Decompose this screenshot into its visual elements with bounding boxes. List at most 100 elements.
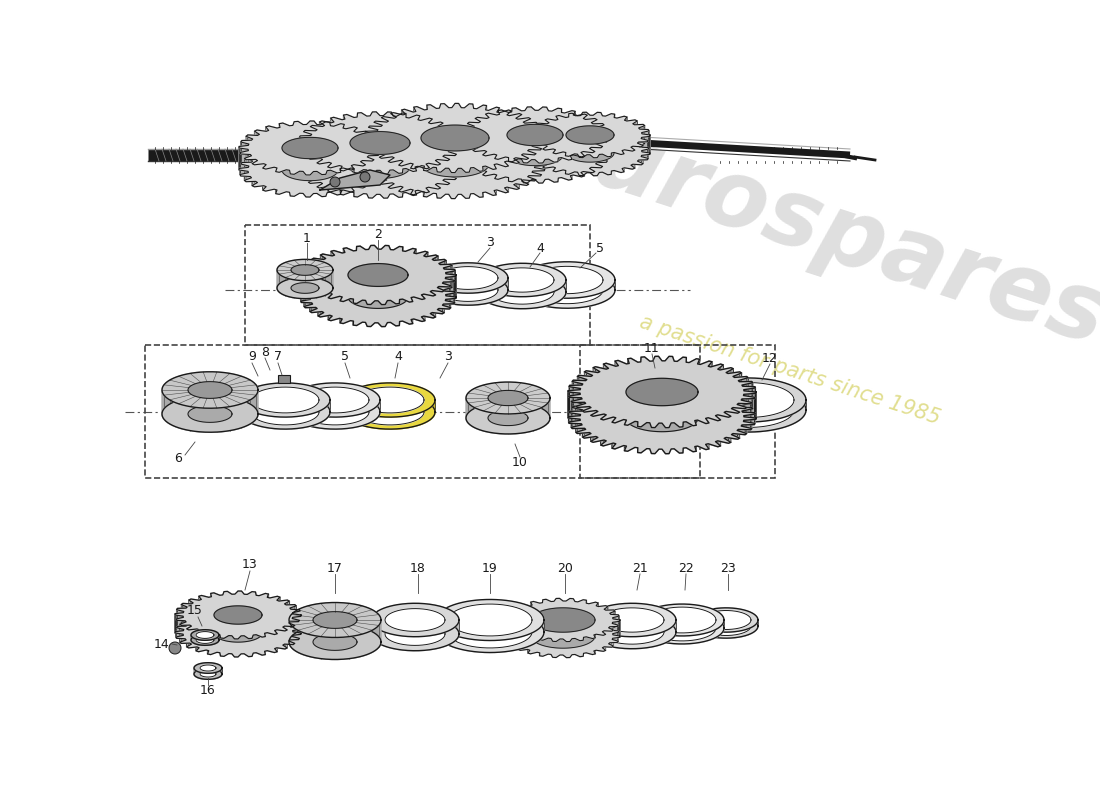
Polygon shape [252, 161, 257, 186]
Polygon shape [306, 175, 310, 197]
Polygon shape [310, 126, 312, 150]
Polygon shape [388, 158, 394, 187]
Polygon shape [298, 136, 462, 198]
Polygon shape [343, 248, 346, 270]
Polygon shape [638, 426, 641, 453]
Text: 9: 9 [249, 350, 256, 363]
Polygon shape [516, 108, 521, 131]
Polygon shape [276, 168, 277, 194]
Polygon shape [477, 118, 486, 138]
Polygon shape [603, 154, 608, 174]
Polygon shape [365, 131, 367, 154]
Polygon shape [540, 640, 542, 656]
Polygon shape [175, 609, 301, 657]
Polygon shape [356, 246, 360, 269]
Polygon shape [573, 380, 585, 406]
Polygon shape [524, 154, 535, 181]
Polygon shape [683, 357, 686, 383]
Polygon shape [314, 612, 358, 628]
Polygon shape [314, 258, 323, 282]
Polygon shape [573, 598, 575, 618]
Polygon shape [289, 620, 381, 659]
Polygon shape [532, 145, 544, 171]
Polygon shape [606, 363, 616, 392]
Polygon shape [304, 282, 312, 306]
Polygon shape [618, 361, 626, 390]
Polygon shape [508, 110, 512, 137]
Polygon shape [277, 270, 333, 298]
Polygon shape [424, 252, 428, 278]
Polygon shape [399, 173, 403, 198]
Text: 5: 5 [341, 350, 349, 363]
Polygon shape [615, 361, 618, 387]
Polygon shape [308, 155, 316, 182]
Polygon shape [466, 402, 550, 434]
Polygon shape [512, 629, 513, 646]
Polygon shape [584, 370, 586, 398]
Polygon shape [421, 151, 490, 177]
Polygon shape [528, 637, 530, 654]
Polygon shape [340, 166, 342, 194]
Polygon shape [744, 394, 756, 420]
Polygon shape [234, 639, 238, 657]
Polygon shape [432, 256, 438, 282]
Polygon shape [741, 398, 755, 425]
Polygon shape [240, 400, 330, 429]
Polygon shape [690, 378, 806, 422]
Polygon shape [290, 622, 298, 640]
Polygon shape [639, 126, 645, 146]
Polygon shape [584, 114, 587, 135]
Polygon shape [354, 165, 363, 188]
Polygon shape [506, 614, 620, 658]
Polygon shape [612, 422, 615, 449]
Polygon shape [641, 357, 645, 383]
Polygon shape [537, 123, 539, 142]
Polygon shape [371, 603, 459, 637]
Text: 1: 1 [304, 231, 311, 245]
Polygon shape [179, 622, 186, 642]
Polygon shape [356, 399, 424, 425]
Polygon shape [508, 162, 513, 182]
Polygon shape [493, 169, 496, 195]
Polygon shape [267, 633, 275, 653]
Polygon shape [365, 301, 367, 326]
Polygon shape [246, 135, 248, 158]
Polygon shape [277, 630, 285, 649]
Polygon shape [263, 168, 266, 191]
Text: 22: 22 [678, 562, 694, 574]
Polygon shape [536, 142, 541, 162]
Polygon shape [396, 303, 399, 326]
Polygon shape [176, 618, 184, 637]
Polygon shape [417, 115, 420, 140]
Polygon shape [200, 665, 216, 671]
Text: 11: 11 [645, 342, 660, 354]
Polygon shape [648, 615, 716, 641]
Polygon shape [331, 250, 334, 274]
Polygon shape [425, 251, 428, 274]
Polygon shape [194, 669, 222, 679]
Polygon shape [662, 423, 665, 454]
Text: 3: 3 [444, 350, 452, 363]
Polygon shape [702, 393, 794, 427]
Circle shape [169, 642, 182, 654]
Polygon shape [367, 145, 377, 174]
Polygon shape [625, 420, 626, 450]
Polygon shape [595, 366, 606, 395]
Polygon shape [488, 410, 528, 426]
Polygon shape [328, 163, 331, 191]
Polygon shape [461, 133, 471, 154]
Polygon shape [600, 620, 664, 644]
Polygon shape [385, 622, 446, 646]
Polygon shape [252, 592, 255, 610]
Polygon shape [546, 599, 551, 618]
Polygon shape [196, 631, 214, 638]
Polygon shape [317, 163, 319, 188]
Text: 5: 5 [596, 242, 604, 254]
Text: 14: 14 [154, 638, 169, 650]
Polygon shape [572, 114, 578, 134]
Polygon shape [600, 137, 609, 158]
Polygon shape [191, 599, 199, 618]
Polygon shape [189, 599, 191, 618]
Polygon shape [351, 169, 354, 192]
Polygon shape [612, 418, 616, 448]
